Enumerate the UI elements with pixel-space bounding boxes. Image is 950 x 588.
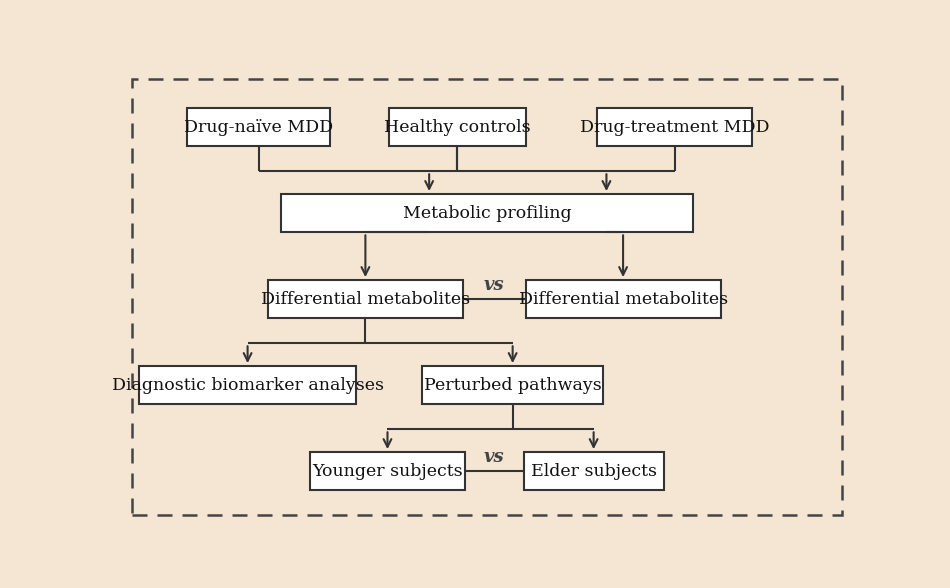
Text: Perturbed pathways: Perturbed pathways bbox=[424, 377, 601, 394]
Text: Drug-treatment MDD: Drug-treatment MDD bbox=[580, 119, 770, 136]
Text: Younger subjects: Younger subjects bbox=[313, 463, 463, 480]
Bar bbox=[598, 108, 752, 146]
Text: vs: vs bbox=[484, 276, 504, 294]
Text: vs: vs bbox=[484, 448, 504, 466]
Bar bbox=[390, 108, 525, 146]
Bar bbox=[187, 108, 331, 146]
Bar bbox=[423, 366, 603, 405]
Bar bbox=[281, 194, 694, 232]
Bar bbox=[268, 280, 463, 319]
Bar bbox=[139, 366, 356, 405]
Text: Drug-naïve MDD: Drug-naïve MDD bbox=[184, 119, 333, 136]
Text: Healthy controls: Healthy controls bbox=[384, 119, 531, 136]
Text: Elder subjects: Elder subjects bbox=[531, 463, 656, 480]
Text: Differential metabolites: Differential metabolites bbox=[519, 290, 728, 308]
Text: Metabolic profiling: Metabolic profiling bbox=[403, 205, 571, 222]
Bar bbox=[310, 452, 465, 490]
Text: Differential metabolites: Differential metabolites bbox=[261, 290, 470, 308]
Bar bbox=[525, 280, 721, 319]
Text: Diagnostic biomarker analyses: Diagnostic biomarker analyses bbox=[111, 377, 384, 394]
Bar bbox=[523, 452, 663, 490]
